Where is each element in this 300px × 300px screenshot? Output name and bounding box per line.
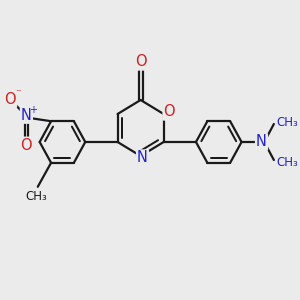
Text: O: O — [21, 138, 32, 153]
Text: O: O — [135, 55, 146, 70]
Text: ⁻: ⁻ — [15, 88, 21, 98]
Text: N: N — [137, 151, 148, 166]
Text: CH₃: CH₃ — [277, 155, 298, 169]
Text: O: O — [164, 104, 175, 119]
Text: N: N — [256, 134, 267, 149]
Text: CH₃: CH₃ — [25, 190, 47, 203]
Text: N: N — [21, 108, 32, 123]
Text: +: + — [29, 105, 37, 115]
Text: CH₃: CH₃ — [277, 116, 298, 128]
Text: O: O — [4, 92, 16, 107]
